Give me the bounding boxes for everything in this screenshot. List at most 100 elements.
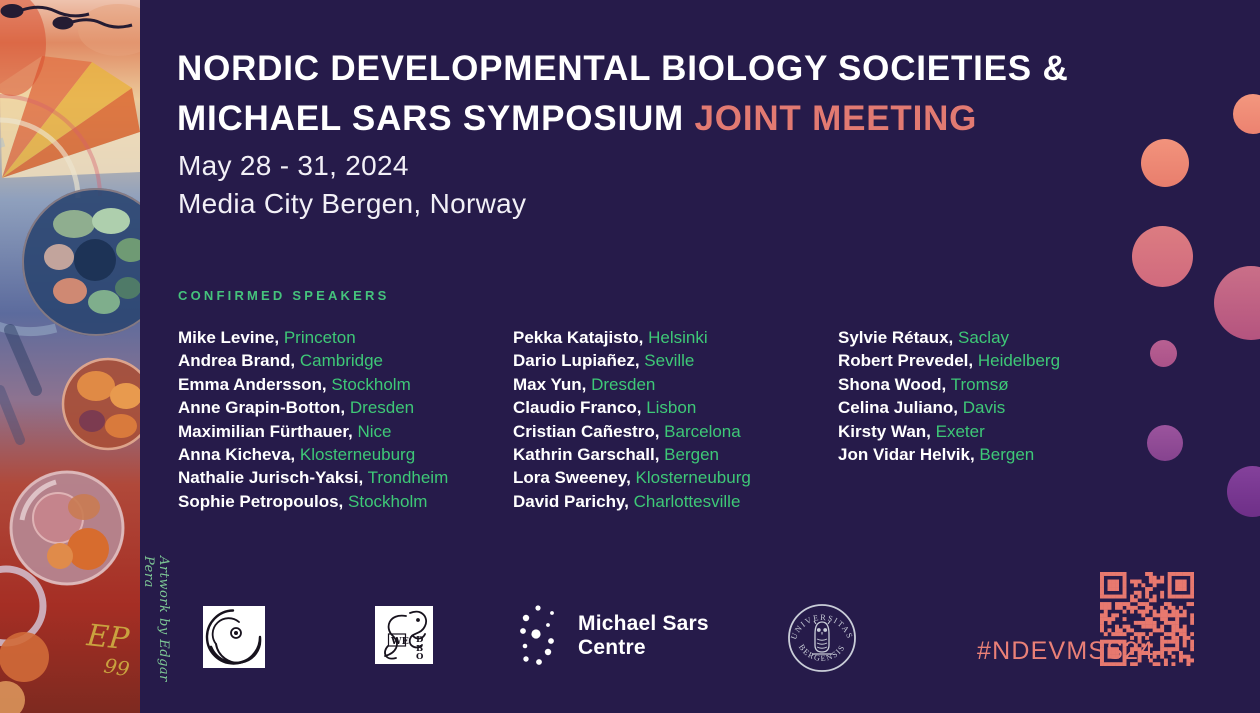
speaker-name: Andrea Brand, [178,351,296,371]
speaker-name: Sophie Petropoulos, [178,491,344,511]
speakers-column-1: Mike Levine, Princeton Andrea Brand, Camb… [178,326,508,513]
speaker-row: David Parichy, Charlottesville [513,490,843,513]
speaker-location: Lisbon [641,398,697,418]
speaker-location: Stockholm [343,491,428,511]
speaker-name: Pekka Katajisto, [513,328,644,347]
speaker-name: Emma Andersson, [178,374,327,394]
speaker-name: Kathrin Garschall, [513,445,660,465]
qr-code [1100,572,1194,666]
speaker-location: Saclay [953,328,1010,347]
speaker-row: Maximilian Fürthauer, Nice [178,420,508,443]
artwork-sperm-figures [0,4,133,30]
speaker-location: Charlottesville [628,491,741,511]
event-title: NORDIC DEVELOPMENTAL BIOLOGY SOCIETIES &… [177,44,1069,144]
speaker-row: Sylvie Rétaux, Saclay [838,326,1168,349]
speaker-name: Anne Grapin-Botton, [178,398,346,418]
artwork-signature-initials: EP [84,618,131,657]
title-line2-plain: MICHAEL SARS SYMPOSIUM [177,99,685,138]
decorative-circle [1233,94,1260,134]
speaker-row: Kathrin Garschall, Bergen [513,443,843,466]
speaker-name: Nathalie Jurisch-Yaksi, [178,468,364,488]
artwork-orange-cluster [61,357,155,451]
speaker-row: Nathalie Jurisch-Yaksi, Trondheim [178,466,508,489]
michael-sars-line2: Centre [578,636,646,659]
artwork-panel: EP 99 [0,0,170,713]
decorative-circle [1147,425,1183,461]
event-venue: Media City Bergen, Norway [178,188,527,219]
decorative-circle [1227,466,1260,517]
speaker-row: Andrea Brand, Cambridge [178,349,508,372]
speaker-location: Klosterneuburg [295,445,416,465]
nordic-society-spiral-logo [203,606,265,668]
speaker-location: Princeton [279,328,356,347]
speaker-name: Celina Juliano, [838,398,958,418]
speaker-location: Barcelona [659,421,741,441]
speaker-row: Celina Juliano, Davis [838,396,1168,419]
speaker-location: Heidelberg [973,351,1061,371]
artwork-fan [0,56,140,178]
michael-sars-centre-logo: Michael Sars Centre [517,600,709,672]
decorative-circle [1141,139,1189,187]
decorative-circle [1214,266,1260,340]
speaker-row: Shona Wood, Tromsø [838,373,1168,396]
speaker-location: Cambridge [295,351,384,371]
spiral-icon [205,609,262,665]
speaker-row: Max Yun, Dresden [513,373,843,396]
speaker-name: David Parichy, [513,491,629,511]
swedbo-logo: WE DBO [375,606,433,664]
speaker-row: Lora Sweeney, Klosterneuburg [513,466,843,489]
speaker-location: Exeter [930,421,985,441]
michael-sars-wordmark: Michael Sars Centre [578,612,709,661]
speaker-name: Robert Prevedel, [838,351,974,371]
speaker-row: Dario Lupiañez, Seville [513,349,843,372]
speaker-location: Bergen [974,445,1035,465]
speaker-location: Davis [957,398,1006,418]
speaker-location: Dresden [345,398,415,418]
event-meta: May 28 - 31, 2024 Media City Bergen, Nor… [178,147,526,223]
speaker-name: Kirsty Wan, [838,421,931,441]
swedbo-dbo-label: DBO [416,635,424,662]
speakers-column-3: Sylvie Rétaux, Saclay Robert Prevedel, He… [838,326,1168,466]
speaker-location: Klosterneuburg [630,468,751,488]
speaker-location: Seville [639,351,695,371]
swedbo-embryo-icon [384,610,427,660]
speaker-name: Cristian Cañestro, [513,421,660,441]
speaker-row: Cristian Cañestro, Barcelona [513,420,843,443]
speaker-row: Robert Prevedel, Heidelberg [838,349,1168,372]
speakers-heading: CONFIRMED SPEAKERS [178,288,390,303]
speaker-row: Jon Vidar Helvik, Bergen [838,443,1168,466]
speaker-row: Anne Grapin-Botton, Dresden [178,396,508,419]
speaker-name: Sylvie Rétaux, [838,328,954,347]
speakers-column-2: Pekka Katajisto, Helsinki Dario Lupiañez,… [513,326,843,513]
speaker-name: Max Yun, [513,374,587,394]
speaker-location: Trondheim [363,468,449,488]
artwork-blue-embryo [22,188,170,336]
speaker-location: Bergen [659,445,719,465]
speaker-row: Pekka Katajisto, Helsinki [513,326,843,349]
michael-sars-dots-icon [520,605,554,665]
speaker-name: Maximilian Fürthauer, [178,421,353,441]
speaker-row: Claudio Franco, Lisbon [513,396,843,419]
speaker-name: Mike Levine, [178,328,280,347]
svg-text:UNIVERSITAS: UNIVERSITAS [789,613,855,641]
speaker-name: Lora Sweeney, [513,468,631,488]
speaker-location: Stockholm [326,374,411,394]
artwork-signature-year: 99 [102,653,132,681]
decorative-circle [1150,340,1177,367]
university-of-bergen-seal: UNIVERSITAS BERGENSIS [788,604,856,672]
seal-text-top: UNIVERSITAS [789,613,853,641]
speaker-location: Helsinki [643,328,708,347]
speaker-row: Anna Kicheva, Klosterneuburg [178,443,508,466]
speaker-location: Tromsø [946,374,1009,394]
svg-text:BERGENSIS: BERGENSIS [797,643,847,663]
owl-icon [812,620,832,655]
speaker-name: Dario Lupiañez, [513,351,640,371]
seal-text-bottom: BERGENSIS [797,643,846,663]
title-line2-accent: JOINT MEETING [694,99,978,138]
artwork-painting: EP 99 [0,0,170,713]
title-line1: NORDIC DEVELOPMENTAL BIOLOGY SOCIETIES & [177,49,1069,88]
speaker-name: Shona Wood, [838,374,947,394]
michael-sars-line1: Michael Sars [578,611,709,635]
artwork-credit: Artwork by Edgar Pera [141,556,171,682]
title-line2: MICHAEL SARS SYMPOSIUM JOINT MEETING [177,94,1069,144]
